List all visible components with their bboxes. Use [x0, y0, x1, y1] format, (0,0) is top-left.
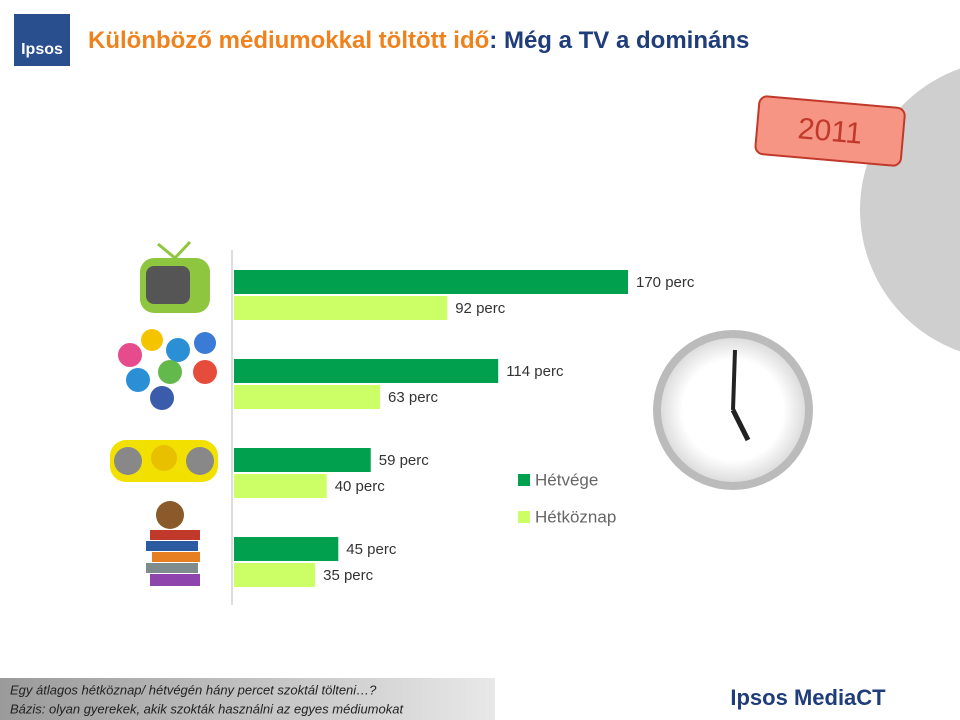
title-part: : Még a TV a domináns [489, 27, 749, 54]
social-icons [118, 329, 217, 410]
value-label: 170 perc [636, 274, 695, 291]
footnote: Bázis: olyan gyerekek, akik szokták hasz… [10, 701, 404, 716]
badge: 2011 [796, 112, 863, 150]
legend-swatch [518, 511, 530, 523]
logo-box [14, 14, 70, 66]
footnote: Egy átlagos hétköznap/ hétvégén hány per… [10, 682, 377, 697]
chart-title: Különböző médiumokkal töltött idő: Még a… [88, 27, 749, 54]
clock [653, 330, 813, 490]
books-icon [146, 501, 200, 586]
tv-screen [146, 266, 190, 304]
bar [234, 385, 381, 409]
brand: Ipsos MediaCT [730, 685, 886, 710]
legend-label: Hétköznap [535, 507, 616, 526]
badge-box [754, 95, 906, 167]
legend-label: Hétvége [535, 470, 598, 489]
value-label: 114 perc [506, 363, 564, 380]
value-label: 63 perc [388, 389, 439, 406]
legend-swatch [518, 474, 530, 486]
radio-icon [110, 440, 218, 482]
bar [234, 296, 448, 320]
bar [234, 474, 327, 498]
footnote-box [0, 678, 495, 720]
title-part: Különböző médiumokkal töltött idő [88, 27, 489, 54]
bar [234, 537, 339, 561]
value-label: 59 perc [379, 452, 430, 469]
value-label: 45 perc [346, 541, 397, 558]
bar [234, 270, 628, 294]
bar [234, 563, 316, 587]
bar [234, 448, 371, 472]
value-label: 40 perc [335, 478, 386, 495]
logo: Ipsos [21, 41, 63, 58]
value-label: 92 perc [455, 300, 506, 317]
bar [234, 359, 499, 383]
value-label: 35 perc [323, 567, 374, 584]
